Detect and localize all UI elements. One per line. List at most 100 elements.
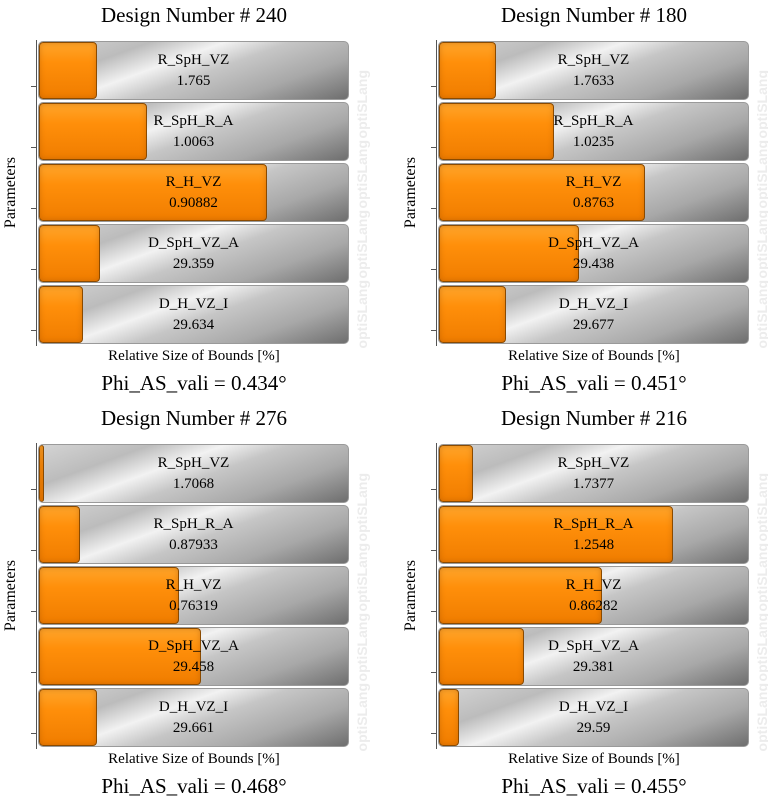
bar-label: R_SpH_VZ 1.7068 (39, 453, 348, 495)
bar-fill (39, 225, 100, 282)
parameter-name: D_H_VZ_I (558, 699, 629, 715)
bar-label: R_SpH_R_A 0.87933 (39, 514, 348, 556)
parameter-value: 1.0235 (572, 134, 615, 150)
y-axis-label: Parameters (398, 40, 424, 346)
parameter-value: 29.634 (172, 317, 215, 333)
bar-label: D_SpH_VZ_A 29.381 (439, 636, 748, 678)
y-axis-tick (31, 208, 36, 209)
bar-fill (39, 164, 267, 221)
parameter-value: 29.59 (576, 720, 611, 736)
y-axis-label-text: Parameters (402, 560, 419, 632)
parameter-name: D_H_VZ_I (158, 699, 229, 715)
phi-value-label: Phi_AS_vali = 0.468° (101, 774, 287, 798)
y-axis-line (436, 40, 437, 346)
bar-label: R_H_VZ 0.86282 (439, 575, 748, 617)
parameter-value: 29.458 (172, 659, 215, 675)
parameter-value: 0.90882 (169, 195, 218, 211)
watermark: optiSLang optiSLang optiSLang optiSLang (754, 443, 768, 752)
bar-fill (39, 567, 179, 624)
watermark: optiSLang optiSLang optiSLang optiSLang (354, 40, 376, 349)
bar-fill (439, 689, 459, 746)
bar-fill (439, 103, 554, 160)
y-axis-label: Parameters (0, 443, 24, 749)
parameter-name: R_SpH_VZ (557, 455, 630, 471)
parameter-bar: R_SpH_R_A 1.2548 (438, 505, 749, 564)
bar-label: D_SpH_VZ_A 29.359 (39, 233, 348, 275)
y-axis-tick (31, 611, 36, 612)
bar-label: R_H_VZ 0.76319 (39, 575, 348, 617)
phi-value-label: Phi_AS_vali = 0.455° (501, 774, 687, 798)
parameter-bar: D_H_VZ_I 29.634 (38, 285, 349, 344)
parameter-name: R_H_VZ (565, 577, 622, 593)
y-axis-label-text: Parameters (402, 157, 419, 229)
parameter-value: 1.7068 (172, 476, 215, 492)
parameter-value: 1.7633 (572, 73, 615, 89)
watermark-text: optiSLang (354, 543, 370, 612)
phi-value-label: Phi_AS_vali = 0.434° (101, 371, 287, 395)
chart-panel: Design Number # 180 Parameters optiSLang op… (400, 0, 768, 403)
bar-label: R_H_VZ 0.90882 (39, 172, 348, 214)
bar-label: D_H_VZ_I 29.661 (39, 697, 348, 739)
parameter-bar: D_H_VZ_I 29.661 (38, 688, 349, 747)
y-axis-tick (431, 611, 436, 612)
parameter-name: D_SpH_VZ_A (548, 235, 639, 251)
parameter-name: D_SpH_VZ_A (548, 638, 639, 654)
parameter-bar: D_SpH_VZ_A 29.359 (38, 224, 349, 283)
watermark-text: optiSLang (754, 543, 768, 612)
parameter-name: R_SpH_VZ (557, 52, 630, 68)
chart-panel: Design Number # 216 Parameters optiSLang op… (400, 403, 768, 806)
bar-label: D_SpH_VZ_A 29.458 (39, 636, 348, 678)
watermark-text: optiSLang (354, 473, 370, 542)
y-axis-line (36, 40, 37, 346)
parameter-value: 0.76319 (169, 598, 218, 614)
parameter-value: 29.677 (572, 317, 615, 333)
parameter-bar: R_SpH_VZ 1.7068 (38, 444, 349, 503)
parameter-bar: R_H_VZ 0.86282 (438, 566, 749, 625)
bar-fill (39, 103, 147, 160)
bar-fill (439, 225, 579, 282)
parameter-name: D_H_VZ_I (158, 296, 229, 312)
bar-fill (439, 42, 496, 99)
parameter-bar: R_SpH_VZ 1.7633 (438, 41, 749, 100)
plot-area: R_SpH_VZ 1.7377 R_SpH_R_A 1.2548 R_H_VZ 0.862… (438, 444, 750, 749)
x-axis-label: Relative Size of Bounds [%] (108, 348, 280, 364)
bar-fill (439, 286, 506, 343)
watermark-text: optiSLang (754, 280, 768, 349)
y-axis-tick (431, 330, 436, 331)
y-axis-tick (431, 733, 436, 734)
parameter-name: D_SpH_VZ_A (148, 638, 239, 654)
phi-value-label: Phi_AS_vali = 0.451° (501, 371, 687, 395)
parameter-bar: R_SpH_R_A 0.87933 (38, 505, 349, 564)
y-axis-tick (31, 269, 36, 270)
y-axis-tick (431, 672, 436, 673)
parameter-value: 0.8763 (572, 195, 615, 211)
parameter-bar: D_H_VZ_I 29.59 (438, 688, 749, 747)
watermark-text: optiSLang (754, 683, 768, 752)
parameter-name: R_SpH_R_A (153, 113, 234, 129)
parameter-name: R_SpH_VZ (157, 52, 230, 68)
parameter-name: R_H_VZ (165, 577, 222, 593)
parameter-value: 0.87933 (169, 537, 218, 553)
parameter-value: 1.0063 (172, 134, 215, 150)
parameter-value: 29.661 (172, 720, 215, 736)
watermark-text: optiSLang (354, 210, 370, 279)
chart-title: Design Number # 240 (100, 3, 288, 27)
y-axis-tick (431, 269, 436, 270)
parameter-name: D_H_VZ_I (558, 296, 629, 312)
bar-fill (439, 567, 602, 624)
y-axis-label-text: Parameters (2, 560, 19, 632)
bar-label: R_SpH_R_A 1.0063 (39, 111, 348, 153)
watermark-text: optiSLang (754, 613, 768, 682)
y-axis-tick (431, 208, 436, 209)
parameter-bar: D_H_VZ_I 29.677 (438, 285, 749, 344)
y-axis-tick (431, 147, 436, 148)
parameter-name: R_SpH_R_A (553, 516, 634, 532)
chart-panel: Design Number # 276 Parameters optiSLang op… (0, 403, 384, 806)
parameter-bar: D_SpH_VZ_A 29.438 (438, 224, 749, 283)
y-axis-tick (431, 489, 436, 490)
parameter-value: 29.381 (572, 659, 615, 675)
watermark-text: optiSLang (354, 280, 370, 349)
y-axis-tick (31, 147, 36, 148)
y-axis-tick (31, 86, 36, 87)
